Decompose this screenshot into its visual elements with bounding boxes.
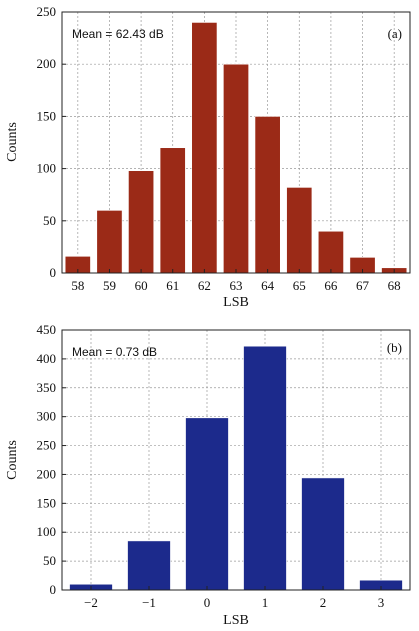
y-tick-label: 50 [43, 553, 56, 568]
y-tick-label: 300 [37, 409, 57, 424]
y-tick-label: 100 [37, 524, 57, 539]
x-axis-title: LSB [223, 613, 249, 628]
x-tick-label: 2 [320, 595, 327, 610]
x-tick-label: 67 [356, 278, 370, 293]
x-tick-label: −1 [142, 595, 156, 610]
bar [128, 170, 155, 274]
x-axis-ticks: −2 −1 0 1 2 3 [84, 586, 384, 610]
y-tick-label: 250 [37, 4, 57, 19]
y-axis-ticks: 0 50 100 150 200 250 300 350 400 450 [37, 322, 66, 597]
histogram-panel-a: 0 50 100 150 200 250 58 59 60 61 62 63 64 65 66 67 68 M… [5, 4, 411, 310]
y-tick-label: 350 [37, 380, 57, 395]
x-tick-label: −2 [84, 595, 98, 610]
y-tick-label: 200 [37, 466, 57, 481]
y-tick-label: 400 [37, 351, 57, 366]
x-tick-label: 63 [230, 278, 243, 293]
x-tick-label: 62 [198, 278, 211, 293]
x-tick-label: 68 [388, 278, 401, 293]
x-tick-label: 66 [324, 278, 338, 293]
y-axis-title: Counts [5, 440, 20, 480]
y-tick-label: 0 [50, 265, 57, 280]
bar [243, 345, 287, 591]
x-tick-label: 61 [166, 278, 179, 293]
bar [96, 210, 123, 274]
y-axis-ticks: 0 50 100 150 200 250 [37, 4, 66, 280]
panel-label: (b) [387, 340, 402, 355]
x-axis-title: LSB [223, 295, 249, 310]
x-tick-label: 59 [103, 278, 116, 293]
x-axis-ticks: 58 59 60 61 62 63 64 65 66 67 68 [71, 269, 401, 293]
y-tick-label: 150 [37, 495, 57, 510]
mean-annotation: Mean = 0.73 dB [72, 345, 157, 359]
bar [317, 230, 344, 274]
x-tick-label: 60 [135, 278, 148, 293]
bar-series [69, 345, 403, 591]
bar [159, 147, 186, 274]
plot-frame [61, 329, 411, 591]
y-tick-label: 200 [37, 56, 57, 71]
y-tick-label: 450 [37, 322, 57, 337]
x-tick-label: 3 [378, 595, 385, 610]
bar-series [64, 22, 408, 274]
mean-annotation: Mean = 62.43 dB [72, 27, 164, 41]
y-tick-label: 150 [37, 108, 57, 123]
y-axis-title: Counts [5, 122, 20, 162]
panel-label: (a) [388, 26, 402, 41]
y-tick-label: 250 [37, 438, 57, 453]
bar [127, 540, 171, 591]
bar [185, 417, 229, 591]
bar [191, 22, 218, 274]
x-tick-label: 0 [204, 595, 211, 610]
bar [286, 187, 313, 274]
grid-lines [62, 330, 410, 590]
x-tick-label: 64 [261, 278, 275, 293]
y-tick-label: 0 [50, 582, 57, 597]
x-tick-label: 58 [71, 278, 84, 293]
x-tick-label: 65 [293, 278, 306, 293]
bar [254, 116, 281, 274]
bar [301, 477, 345, 591]
histogram-panel-b: 0 50 100 150 200 250 300 350 400 450 −2 −1 0 1 2 3 Mea… [5, 322, 411, 628]
y-tick-label: 100 [37, 161, 57, 176]
x-tick-label: 1 [262, 595, 269, 610]
y-tick-label: 50 [43, 213, 56, 228]
bar [223, 63, 249, 274]
